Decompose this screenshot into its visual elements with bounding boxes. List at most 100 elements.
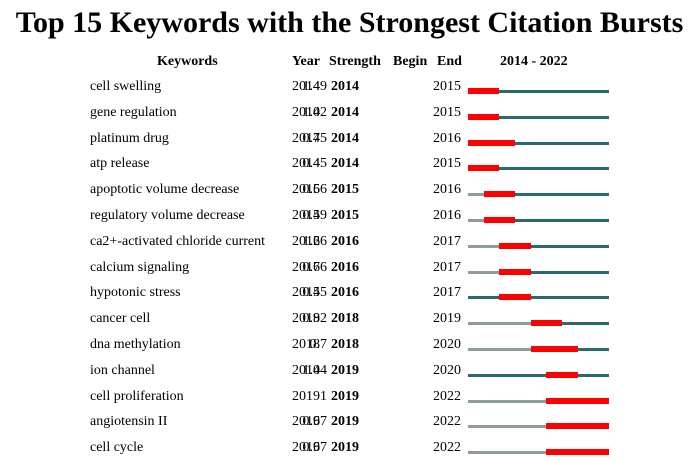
keyword-cell: apoptotic volume decrease (90, 182, 240, 198)
begin-cell: 2018 (331, 337, 359, 352)
active-segment (483, 193, 609, 197)
keyword-cell: hypotonic stress (90, 285, 181, 301)
burst-timeline (468, 74, 609, 100)
keyword-cell: regulatory volume decrease (90, 208, 245, 223)
burst-bar (468, 165, 500, 172)
table-row: cell cycle 2019 0.67 2019 2022 (0, 435, 699, 461)
table-row: calcium signaling 2016 0.76 2016 2017 (0, 255, 699, 281)
burst-bar (546, 423, 609, 430)
burst-timeline (468, 177, 609, 203)
strength-cell: 0.55 (302, 285, 328, 301)
table-row: ion channel 2014 1.04 2019 2020 (0, 358, 699, 384)
burst-bar (483, 191, 515, 198)
burst-bar (468, 139, 515, 146)
active-segment (499, 244, 609, 248)
end-cell: 2022 (433, 388, 461, 404)
header-timeline: 2014 - 2022 (500, 54, 568, 69)
strength-cell: 1.04 (302, 362, 328, 378)
burst-bar (483, 217, 515, 223)
burst-bar (468, 88, 500, 94)
begin-cell: 2019 (331, 388, 359, 404)
begin-cell: 2019 (331, 440, 359, 456)
burst-timeline (468, 384, 609, 410)
year-cell: 2014 (292, 79, 320, 94)
active-segment (530, 322, 609, 326)
strength-cell: 0.66 (302, 182, 328, 198)
table-row: platinum drug 2014 0.75 2014 2016 (0, 126, 699, 152)
header-strength: Strength (329, 54, 381, 69)
keyword-cell: ca2+-activated chloride current (90, 233, 266, 249)
strength-cell: 0.92 (302, 311, 328, 327)
burst-table: cell swelling 2014 1.49 2014 2015 gene regula… (0, 74, 699, 456)
inactive-segment (468, 219, 484, 222)
burst-bar (468, 113, 500, 120)
strength-cell: 0.45 (302, 156, 328, 172)
keyword-cell: cell cycle (90, 440, 144, 456)
keyword-cell: calcium signaling (90, 259, 190, 275)
begin-cell: 2019 (331, 362, 359, 378)
year-cell: 2019 (292, 414, 320, 430)
inactive-segment (468, 425, 547, 429)
table-row: apoptotic volume decrease 2015 0.66 2015 201… (0, 177, 699, 203)
begin-cell: 2014 (331, 130, 359, 146)
inactive-segment (468, 270, 500, 274)
burst-bar (530, 346, 578, 352)
table-row: angiotensin II 2019 0.67 2019 2022 (0, 409, 699, 435)
table-row: cancer cell 2018 0.92 2018 2019 (0, 306, 699, 332)
year-cell: 2016 (292, 259, 320, 275)
table-row: regulatory volume decrease 2015 0.49 2015 20… (0, 203, 699, 229)
end-cell: 2016 (433, 182, 461, 198)
burst-bar (499, 242, 531, 249)
burst-timeline (468, 435, 609, 461)
end-cell: 2015 (433, 104, 461, 120)
begin-cell: 2015 (331, 182, 359, 198)
burst-bar (546, 397, 609, 404)
strength-cell: 1.02 (302, 104, 328, 120)
begin-cell: 2019 (331, 414, 359, 430)
end-cell: 2022 (433, 440, 461, 456)
burst-timeline (468, 358, 609, 384)
end-cell: 2016 (433, 208, 461, 223)
table-row: hypotonic stress 2014 0.55 2016 2017 (0, 280, 699, 306)
year-cell: 2018 (292, 311, 320, 327)
active-segment (499, 270, 609, 274)
year-cell: 2015 (292, 182, 320, 198)
burst-timeline (468, 409, 609, 435)
begin-cell: 2018 (331, 311, 359, 327)
table-row: gene regulation 2014 1.02 2014 2015 (0, 100, 699, 126)
strength-cell: 0.49 (302, 208, 328, 223)
year-cell: 2019 (292, 388, 320, 404)
active-segment (468, 167, 609, 171)
burst-bar (499, 294, 531, 301)
end-cell: 2017 (433, 285, 461, 301)
header-begin: Begin (393, 54, 428, 69)
active-segment (468, 141, 609, 145)
burst-bar (499, 268, 531, 275)
year-cell: 2015 (292, 208, 320, 223)
burst-timeline (468, 306, 609, 332)
header-end: End (437, 54, 462, 69)
table-row: cell proliferation 2019 1 2019 2022 (0, 384, 699, 410)
strength-cell: 1.49 (302, 79, 328, 94)
end-cell: 2017 (433, 259, 461, 275)
strength-cell: 1.26 (302, 233, 328, 249)
begin-cell: 2015 (331, 208, 359, 223)
strength-cell: 0.67 (302, 440, 328, 456)
burst-timeline (468, 280, 609, 306)
end-cell: 2019 (433, 311, 461, 327)
year-cell: 2019 (292, 440, 320, 456)
begin-cell: 2014 (331, 79, 359, 94)
end-cell: 2020 (433, 337, 461, 352)
active-segment (483, 219, 609, 222)
burst-timeline (468, 332, 609, 358)
keyword-cell: cell swelling (90, 79, 162, 94)
keyword-cell: platinum drug (90, 130, 169, 146)
inactive-segment (468, 193, 484, 197)
table-row: ca2+-activated chloride current 2016 1.26 2… (0, 229, 699, 255)
strength-cell: 0.7 (309, 337, 328, 352)
begin-cell: 2014 (331, 156, 359, 172)
header-year: Year (292, 54, 320, 69)
keyword-cell: atp release (90, 156, 150, 172)
year-cell: 2014 (292, 285, 320, 301)
keyword-cell: cell proliferation (90, 388, 184, 404)
